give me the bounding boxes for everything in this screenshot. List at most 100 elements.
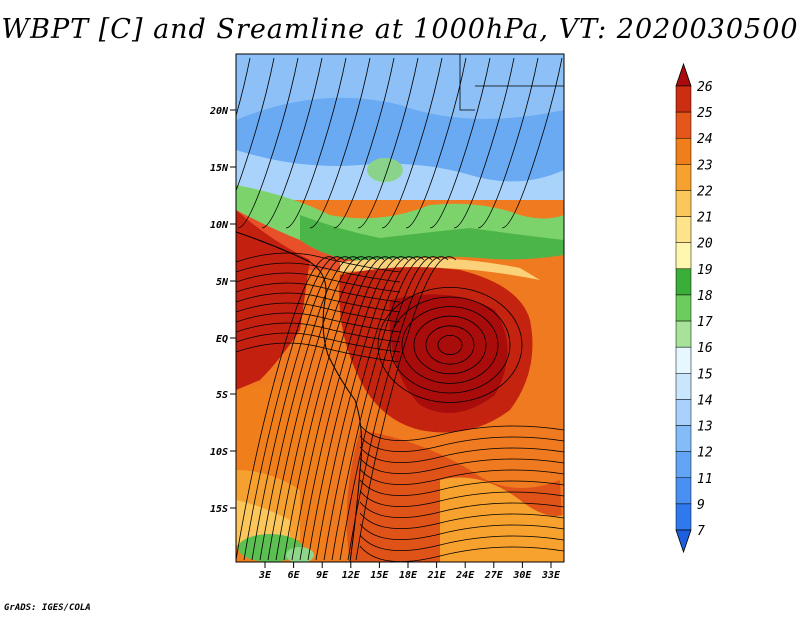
- streamline: [236, 342, 401, 363]
- streamline: [359, 534, 564, 551]
- colorbar-segment: [675, 242, 692, 270]
- streamline: [283, 256, 385, 561]
- streamline: [359, 490, 564, 507]
- grads-credit: GrADS: IGES/COLA: [4, 603, 91, 613]
- colorbar-segment: [675, 320, 692, 348]
- streamline: [359, 446, 564, 463]
- streamline: [437, 335, 463, 355]
- streamline: [237, 57, 299, 229]
- streamline: [477, 57, 539, 229]
- streamline: [275, 256, 377, 561]
- streamline: [307, 256, 409, 561]
- colorbar-segment: [675, 294, 692, 322]
- streamline: [357, 57, 419, 229]
- streamline: [236, 256, 337, 561]
- streamline: [236, 292, 401, 313]
- lon-tick-label: 30E: [512, 570, 532, 581]
- streamline: [315, 256, 417, 561]
- colorbar-segment: [675, 399, 692, 426]
- streamline: [425, 325, 475, 365]
- streamline: [501, 57, 563, 229]
- streamline: [285, 57, 347, 229]
- colorbar-segment: [675, 85, 692, 113]
- streamline: [309, 57, 371, 229]
- streamline: [236, 312, 401, 333]
- streamline: [236, 252, 401, 273]
- colorbar-label: 17: [697, 315, 713, 330]
- streamline: [236, 57, 251, 118]
- streamline: [453, 57, 515, 229]
- streamline: [236, 282, 401, 303]
- colorbar-label: 22: [697, 184, 713, 199]
- colorbar-segment: [675, 346, 692, 374]
- streamline: [243, 256, 345, 561]
- streamline: [339, 256, 441, 561]
- streamline: [413, 315, 487, 375]
- colorbar-label: 11: [697, 472, 713, 487]
- colorbar-segment: [675, 268, 692, 296]
- streamline: [359, 424, 564, 441]
- streamline: [429, 57, 491, 229]
- streamline: [261, 57, 323, 229]
- lon-tick-label: 21E: [427, 570, 447, 581]
- streamline: [299, 256, 401, 561]
- colorbar-segment: [675, 477, 692, 505]
- latitude-axis: 20N 15N 10N 5N EQ 5S 10S 15S: [209, 106, 236, 515]
- streamline: [377, 287, 523, 403]
- lon-tick-label: 33E: [541, 570, 561, 581]
- colorbar-segment: [675, 137, 692, 165]
- streamline: [251, 256, 353, 561]
- colorbar-label: 13: [697, 420, 713, 435]
- colorbar-segment: [675, 164, 692, 191]
- colorbar-label: 7: [697, 524, 705, 539]
- lat-tick-label: 5N: [216, 277, 229, 288]
- streamline: [359, 501, 564, 518]
- colorbar-segment: [675, 425, 692, 452]
- colorbar-label: 19: [697, 263, 713, 278]
- streamline: [236, 262, 401, 283]
- lat-tick-label: 20N: [209, 106, 229, 117]
- streamline: [359, 479, 564, 496]
- colorbar-label: 26: [697, 80, 713, 95]
- streamline: [236, 57, 275, 192]
- lat-tick-label: 10S: [210, 447, 228, 458]
- colorbar-label: 21: [697, 211, 713, 226]
- lat-tick-label: EQ: [216, 334, 228, 345]
- streamline: [359, 457, 564, 474]
- colorbar-segment: [675, 216, 692, 243]
- colorbar-top-arrow: [675, 62, 692, 87]
- wbpt-field: [236, 54, 564, 562]
- colorbar-label: 24: [697, 132, 713, 147]
- streamline: [359, 435, 564, 452]
- streamline: [236, 302, 401, 323]
- streamline: [323, 256, 425, 561]
- colorbar-label: 23: [697, 158, 713, 173]
- lon-tick-label: 15E: [370, 570, 389, 581]
- colorbar-label: 25: [697, 106, 713, 121]
- colorbar-label: 12: [697, 446, 713, 461]
- colorbar: 26 25 24 23 22 21 20 19 18 17 16 15 14 13 12 11 9 7: [675, 62, 713, 554]
- streamline: [291, 256, 393, 561]
- colorbar-label: 18: [697, 289, 713, 304]
- streamline: [401, 306, 499, 384]
- colorbar-label: 15: [697, 367, 713, 382]
- streamline: [405, 57, 467, 229]
- lon-tick-label: 12E: [342, 570, 361, 581]
- lon-tick-label: 18E: [399, 570, 418, 581]
- colorbar-segment: [675, 190, 692, 217]
- lon-tick-label: 9E: [316, 570, 329, 581]
- longitude-axis: 3E 6E 9E 12E 15E 18E 21E 24E 27E 30E 33E: [258, 562, 561, 581]
- streamline: [359, 545, 564, 562]
- colorbar-bottom-arrow: [675, 529, 692, 554]
- lat-tick-label: 15S: [210, 504, 228, 515]
- streamline: [359, 468, 564, 485]
- lat-tick-label: 5S: [216, 390, 228, 401]
- streamline: [236, 332, 401, 353]
- colorbar-label: 20: [697, 237, 713, 252]
- streamline: [381, 57, 443, 229]
- lon-tick-label: 24E: [455, 570, 475, 581]
- streamline: [359, 512, 564, 529]
- lon-tick-label: 6E: [288, 570, 301, 581]
- streamline: [267, 256, 369, 561]
